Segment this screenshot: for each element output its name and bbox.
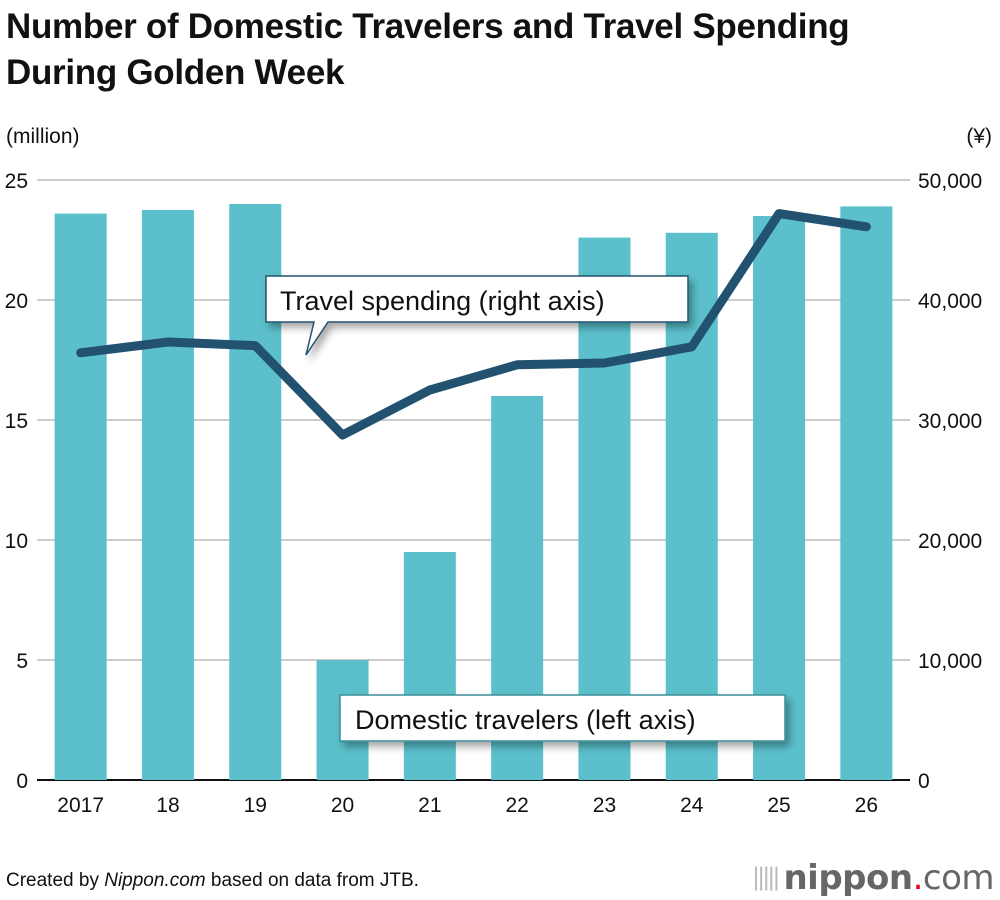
left-tick-label: 15 [5,410,28,433]
right-tick-label: 40,000 [918,290,982,313]
x-tick-label: 19 [244,794,267,817]
bar-26 [840,206,893,780]
right-axis-unit: (¥) [966,125,992,148]
bar-2017 [54,213,107,781]
bar-25 [753,216,806,780]
right-tick-label: 20,000 [918,530,982,553]
x-tick-label: 18 [156,794,179,817]
left-axis-unit: (million) [6,125,80,148]
bar-23 [578,237,631,781]
nippon-logo: ||||| nippon.com [752,858,994,898]
left-tick-label: 10 [5,530,28,553]
source-note: Created by Nippon.com based on data from… [6,870,419,891]
x-tick-label: 21 [418,794,441,817]
bar-18 [141,210,194,780]
chart-title: Number of Domestic Travelers and Travel … [6,7,850,92]
legend-label: Domestic travelers (left axis) [355,705,696,735]
x-tick-label: 2017 [57,794,104,817]
right-tick-label: 30,000 [918,410,982,433]
x-tick-label: 26 [855,794,878,817]
right-tick-label: 10,000 [918,650,982,673]
legend-domestic-travelers: Domestic travelers (left axis) [339,694,786,742]
x-tick-label: 20 [331,794,354,817]
travel-spending-line [76,209,871,440]
x-tick-label: 24 [680,794,704,817]
legend-travel-spending: Travel spending (right axis) [265,275,689,356]
legend-label: Travel spending (right axis) [280,286,605,316]
left-tick-label: 20 [5,290,28,313]
left-tick-label: 5 [16,650,28,673]
x-tick-label: 22 [505,794,528,817]
left-tick-label: 25 [5,170,28,193]
x-tick-label: 25 [767,794,790,817]
bar-21 [403,552,456,780]
x-tick-label: 23 [593,794,616,817]
right-tick-label: 0 [918,770,930,793]
left-tick-label: 0 [16,770,28,793]
right-tick-label: 50,000 [918,170,982,193]
